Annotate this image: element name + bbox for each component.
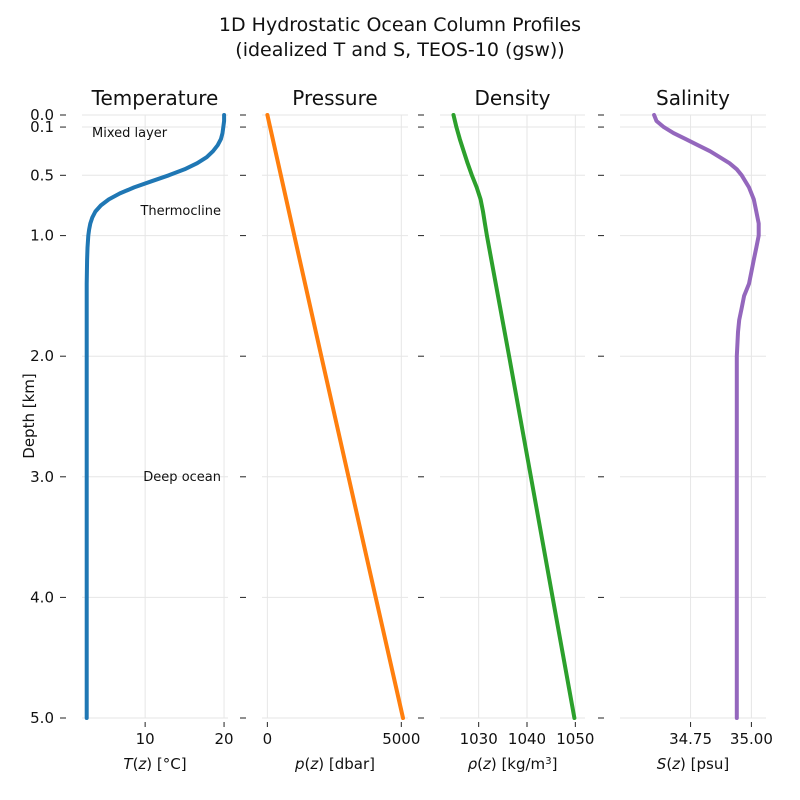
y-tick-label: 0.0: [30, 106, 54, 124]
figure-title-line2: (idealized T and S, TEOS-10 (gsw)): [235, 39, 564, 61]
annotation-deep-ocean: Deep ocean: [143, 470, 221, 485]
panels: 10 20 0.00.1 0.5 1.0 2.0 3.0 4.0 5.0 Temperature T…: [30, 86, 773, 773]
x-tick-label: 0: [263, 730, 273, 748]
y-tick-label: 4.0: [30, 588, 54, 606]
x-tick-label: 1040: [508, 730, 546, 748]
y-tick-label: 0.5: [30, 166, 54, 184]
series-line: [84, 113, 227, 720]
figure-title-line1: 1D Hydrostatic Ocean Column Profiles: [219, 14, 581, 36]
x-tick-label: 20: [215, 730, 234, 748]
series-line: [265, 113, 405, 720]
y-tick-label: 1.0: [30, 227, 54, 245]
x-axis-label: S(z) [psu]: [657, 755, 729, 773]
x-tick-label: 10: [136, 730, 155, 748]
panel-title: Pressure: [292, 86, 377, 110]
series-line: [451, 113, 577, 720]
y-tick-label: 2.0: [30, 347, 54, 365]
x-tick-label: 1050: [556, 730, 594, 748]
panel-temperature: 10 20 0.00.1 0.5 1.0 2.0 3.0 4.0 5.0 Temperature T…: [30, 86, 233, 773]
annotation-thermocline: Thermocline: [139, 204, 221, 219]
y-axis-label: Depth [km]: [20, 373, 38, 458]
annotation-mixed-layer: Mixed layer: [92, 126, 168, 141]
x-axis-label: ρ(z) [kg/m3]: [468, 755, 558, 773]
panel-pressure: 0 5000 Pressure p(z) [dbar]: [240, 86, 420, 773]
x-tick-label: 34.75: [669, 730, 712, 748]
y-tick-label: 5.0: [30, 709, 54, 727]
panel-title: Temperature: [91, 86, 219, 110]
x-tick-label: 5000: [382, 730, 420, 748]
series-line: [652, 113, 761, 720]
x-axis-label: p(z) [dbar]: [294, 755, 375, 773]
panel-density: 1030 1040 1050 Density ρ(z) [kg/m3]: [418, 86, 594, 773]
panel-title: Salinity: [656, 86, 730, 110]
x-tick-label: 1030: [460, 730, 498, 748]
panel-title: Density: [474, 86, 550, 110]
x-axis-label: T(z) [°C]: [123, 755, 186, 773]
x-tick-label: 35.00: [730, 730, 773, 748]
y-tick-label: 0.1: [30, 118, 54, 136]
y-tick-label: 3.0: [30, 468, 54, 486]
panel-salinity: 34.75 35.00 Salinity S(z) [psu]: [598, 86, 773, 773]
